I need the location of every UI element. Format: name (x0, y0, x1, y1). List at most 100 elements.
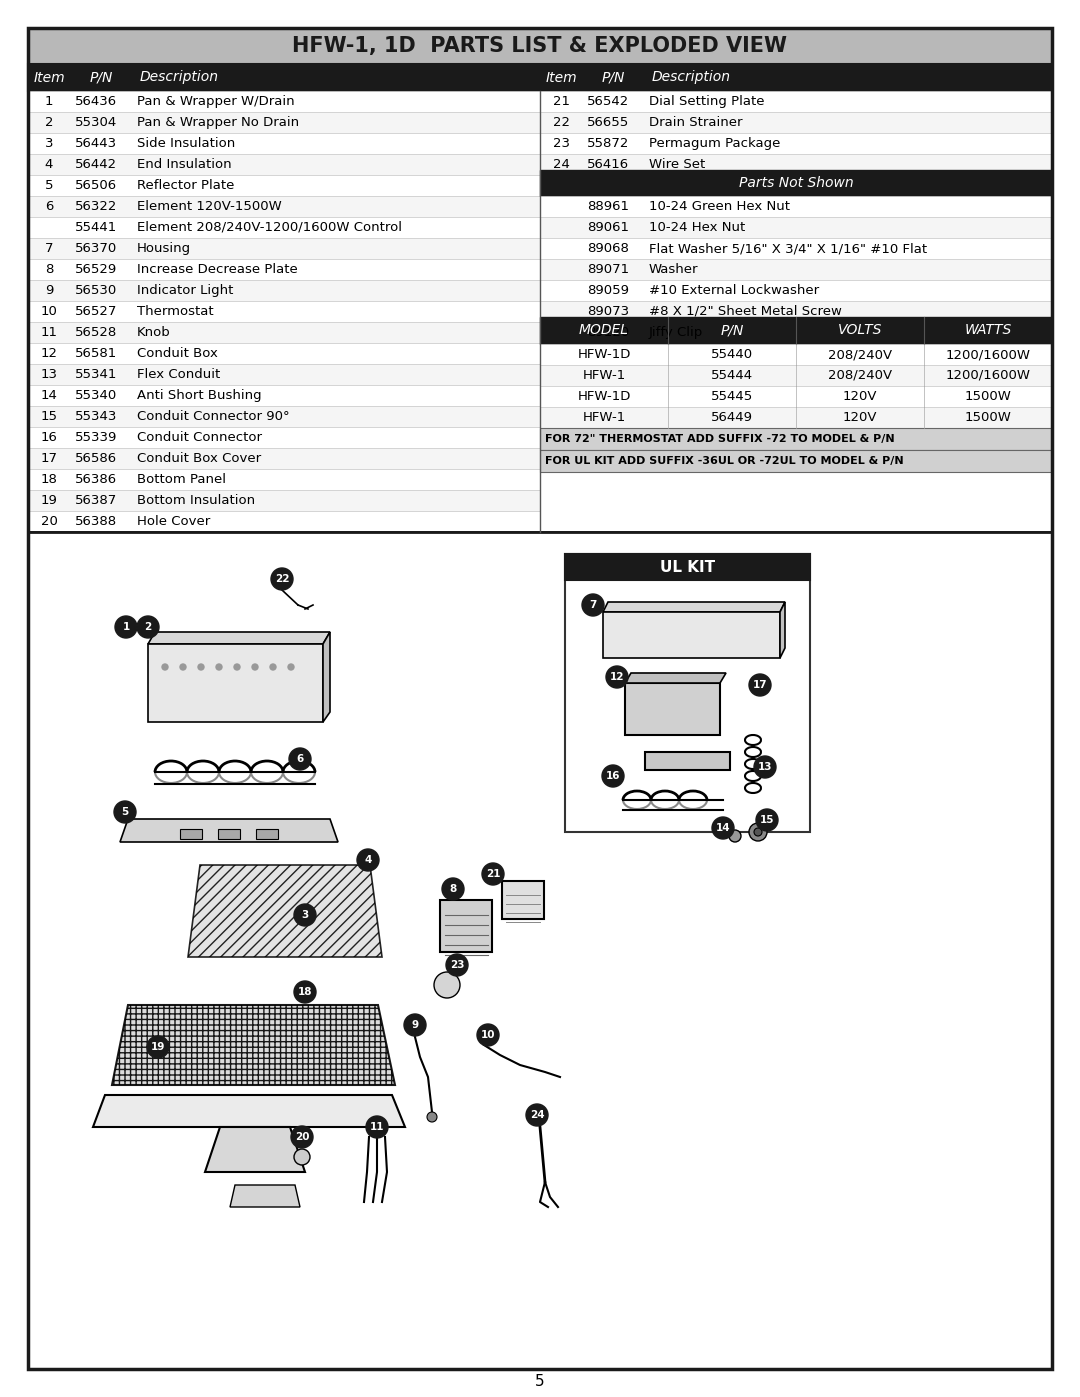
Text: 17: 17 (41, 453, 57, 465)
Text: 1500W: 1500W (964, 411, 1012, 425)
Circle shape (216, 664, 222, 671)
Text: 56388: 56388 (75, 515, 117, 528)
Text: 4: 4 (44, 158, 53, 170)
Text: Increase Decrease Plate: Increase Decrease Plate (137, 263, 298, 277)
Circle shape (366, 1116, 388, 1139)
Bar (28, 532, 1052, 1369)
Text: 24: 24 (529, 1111, 544, 1120)
Bar (218, 828, 240, 840)
Circle shape (754, 756, 777, 778)
Text: 14: 14 (41, 388, 57, 402)
Text: Conduit Connector: Conduit Connector (137, 432, 262, 444)
Text: 3: 3 (301, 909, 309, 921)
Text: 55444: 55444 (711, 369, 753, 381)
Text: 10: 10 (481, 1030, 496, 1039)
Circle shape (294, 904, 316, 926)
Text: P/N: P/N (602, 70, 624, 84)
Text: 55340: 55340 (75, 388, 118, 402)
Text: HFW-1: HFW-1 (582, 411, 625, 425)
Text: 89120: 89120 (588, 326, 630, 339)
Bar (540, 133, 1052, 154)
Text: 56529: 56529 (75, 263, 118, 277)
Bar (28, 448, 540, 469)
Circle shape (606, 666, 627, 687)
Bar (645, 752, 730, 770)
Text: Description: Description (652, 70, 731, 84)
Bar (540, 91, 1052, 112)
Bar (28, 133, 540, 154)
Bar (28, 386, 540, 407)
Circle shape (294, 1148, 310, 1165)
Circle shape (756, 809, 778, 831)
Text: 7: 7 (44, 242, 53, 256)
Bar (565, 555, 810, 580)
Text: P: P (443, 981, 447, 989)
Circle shape (162, 664, 168, 671)
Circle shape (477, 1024, 499, 1046)
Text: 5: 5 (536, 1375, 544, 1390)
Text: 55872: 55872 (588, 137, 630, 149)
Polygon shape (603, 612, 780, 658)
Text: Item: Item (545, 70, 577, 84)
Circle shape (427, 1112, 437, 1122)
Circle shape (114, 800, 136, 823)
Circle shape (252, 664, 258, 671)
Bar (28, 196, 540, 217)
Text: 22: 22 (553, 116, 569, 129)
Text: 3: 3 (44, 137, 53, 149)
Circle shape (271, 569, 293, 590)
Text: 56655: 56655 (588, 116, 630, 129)
Text: 20: 20 (41, 515, 57, 528)
Text: 1: 1 (122, 622, 130, 631)
Bar (28, 279, 540, 300)
Text: Bottom Panel: Bottom Panel (137, 474, 226, 486)
Circle shape (288, 664, 294, 671)
Text: UL KIT: UL KIT (660, 560, 715, 574)
Circle shape (137, 616, 159, 638)
Text: 8: 8 (44, 263, 53, 277)
Circle shape (114, 616, 137, 638)
Bar (28, 511, 540, 532)
Bar (540, 300, 1052, 321)
Text: 56581: 56581 (75, 346, 118, 360)
Text: Element 120V-1500W: Element 120V-1500W (137, 200, 282, 212)
Text: 9: 9 (411, 1020, 419, 1030)
Bar (540, 217, 1052, 237)
Circle shape (198, 664, 204, 671)
Text: End Insulation: End Insulation (137, 158, 231, 170)
Polygon shape (120, 819, 338, 842)
Text: 55343: 55343 (75, 409, 118, 423)
Text: 18: 18 (298, 988, 312, 997)
Text: 10-24 Green Hex Nut: 10-24 Green Hex Nut (649, 200, 789, 212)
Circle shape (754, 828, 762, 835)
Text: FOR UL KIT ADD SUFFIX -36UL OR -72UL TO MODEL & P/N: FOR UL KIT ADD SUFFIX -36UL OR -72UL TO … (545, 455, 904, 467)
Circle shape (180, 664, 186, 671)
Text: 55440: 55440 (711, 348, 753, 360)
Text: 55341: 55341 (75, 367, 118, 381)
Text: 19: 19 (151, 1042, 165, 1052)
Polygon shape (205, 1127, 305, 1172)
Bar (540, 112, 1052, 133)
Text: 56436: 56436 (75, 95, 117, 108)
Text: P/N: P/N (720, 324, 744, 338)
Circle shape (482, 863, 504, 886)
Text: HFW-1: HFW-1 (582, 369, 625, 381)
Bar (502, 882, 544, 919)
Text: 56449: 56449 (711, 411, 753, 425)
Text: 56322: 56322 (75, 200, 118, 212)
Bar (540, 279, 1052, 300)
Text: 15: 15 (759, 814, 774, 826)
Text: 7: 7 (590, 599, 596, 610)
Circle shape (442, 877, 464, 900)
Polygon shape (148, 644, 323, 722)
Circle shape (434, 972, 460, 997)
Text: 22: 22 (274, 574, 289, 584)
Bar (28, 217, 540, 237)
Text: 56416: 56416 (588, 158, 630, 170)
Text: 120V: 120V (842, 411, 877, 425)
Bar (540, 321, 1052, 344)
Text: WATTS: WATTS (964, 324, 1012, 338)
Text: Washer: Washer (649, 263, 699, 277)
Bar (28, 300, 540, 321)
Text: 56542: 56542 (588, 95, 630, 108)
